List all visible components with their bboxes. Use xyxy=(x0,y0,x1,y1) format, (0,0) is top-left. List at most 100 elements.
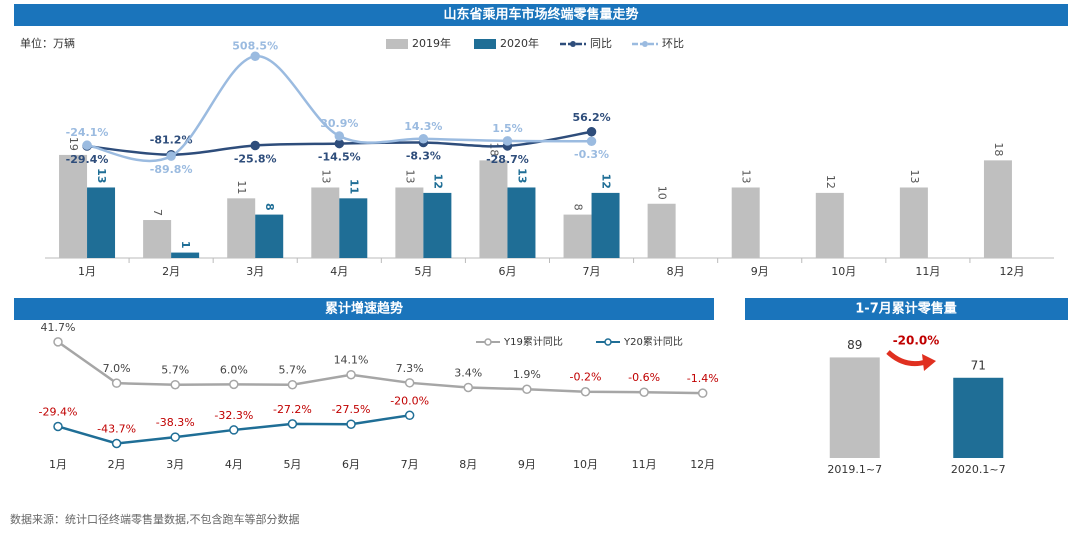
chart-title: 1-7月累计零售量 xyxy=(855,301,957,317)
legend-label: Y20累计同比 xyxy=(623,335,683,348)
data-label: -29.4% xyxy=(39,405,78,418)
marker xyxy=(287,379,298,390)
marker xyxy=(586,127,597,137)
data-label: 41.7% xyxy=(41,321,76,334)
x-tick-label: 4月 xyxy=(330,265,348,278)
data-label: 13 xyxy=(319,169,332,183)
x-tick-label: 2月 xyxy=(162,265,180,278)
data-label: -14.5% xyxy=(318,151,361,164)
x-tick-label: 9月 xyxy=(518,458,536,471)
data-label: 1 xyxy=(179,241,192,249)
data-label: -0.3% xyxy=(574,148,609,161)
data-label: -24.1% xyxy=(66,126,109,139)
data-label: -25.8% xyxy=(234,152,277,165)
annotation: -20.0% xyxy=(893,334,940,348)
arrow-head xyxy=(922,354,936,371)
bar xyxy=(731,187,760,258)
bar xyxy=(423,192,452,258)
marker xyxy=(346,419,356,429)
data-label: -20.0% xyxy=(390,394,429,407)
bar xyxy=(815,192,844,258)
bar xyxy=(87,187,116,258)
x-tick-label: 11月 xyxy=(915,265,940,278)
bar xyxy=(591,192,620,258)
marker xyxy=(346,369,356,380)
marker xyxy=(170,379,180,390)
data-label: -32.3% xyxy=(214,409,253,422)
marker xyxy=(463,382,474,393)
x-tick-label: 4月 xyxy=(225,458,243,471)
bar xyxy=(479,160,508,258)
data-label: 71 xyxy=(971,358,986,372)
marker xyxy=(82,140,92,150)
data-label: 1.5% xyxy=(492,122,523,135)
marker xyxy=(580,386,591,397)
legend-swatch xyxy=(570,41,576,47)
x-tick-label: 12月 xyxy=(999,265,1024,278)
bar xyxy=(171,252,200,258)
x-tick-label: 2019.1~7 xyxy=(827,463,882,476)
legend-label: Y19累计同比 xyxy=(503,335,563,348)
x-tick-label: 3月 xyxy=(246,265,264,278)
data-label: 7.0% xyxy=(103,362,131,375)
legend-label: 2019年 xyxy=(412,36,451,50)
marker xyxy=(53,421,63,432)
marker xyxy=(250,140,260,151)
header-bar xyxy=(14,298,714,320)
legend-label: 同比 xyxy=(590,37,612,50)
marker xyxy=(404,378,415,388)
x-tick-label: 5月 xyxy=(283,458,301,471)
data-label: 5.7% xyxy=(278,364,306,377)
x-tick-label: 1月 xyxy=(49,458,67,471)
data-label: 89 xyxy=(847,338,862,352)
marker xyxy=(170,432,180,442)
bar xyxy=(59,154,88,258)
data-label: -89.8% xyxy=(150,163,193,176)
data-label: 13 xyxy=(740,169,753,183)
marker xyxy=(229,425,239,435)
bar xyxy=(829,357,880,458)
bar xyxy=(339,198,368,258)
data-label: -29.4% xyxy=(66,153,109,166)
data-label: -38.3% xyxy=(156,416,195,429)
data-label: 10 xyxy=(656,186,669,200)
footer: 数据来源：统计口径终端零售量数据,不包含跑车等部分数据 xyxy=(10,512,300,526)
data-label: 19 xyxy=(67,137,80,151)
data-label: 1.9% xyxy=(513,368,541,381)
data-label: 12 xyxy=(824,175,837,189)
marker xyxy=(287,419,298,429)
marker xyxy=(250,51,260,62)
chart-title: 山东省乘用车市场终端零售量走势 xyxy=(443,7,638,23)
chart-title: 累计增速趋势 xyxy=(325,301,403,317)
marker xyxy=(166,151,176,161)
data-label: 7 xyxy=(151,209,164,216)
data-label: -27.5% xyxy=(332,403,371,416)
data-label: 3.4% xyxy=(454,366,482,379)
data-label: -8.3% xyxy=(406,150,441,163)
data-label: 11 xyxy=(235,180,248,194)
bar xyxy=(899,187,928,258)
data-label: 56.2% xyxy=(572,111,610,124)
header-bar xyxy=(745,298,1068,320)
x-tick-label: 1月 xyxy=(78,265,96,278)
data-label: 14.1% xyxy=(334,354,369,367)
data-label: 508.5% xyxy=(232,39,278,52)
x-tick-label: 11月 xyxy=(632,458,657,471)
data-label: -28.7% xyxy=(486,153,529,166)
marker xyxy=(334,138,345,149)
data-label: 11 xyxy=(347,179,360,194)
marker xyxy=(334,131,345,141)
data-label: -81.2% xyxy=(150,134,193,147)
bar xyxy=(953,377,1004,458)
data-label: 7.3% xyxy=(396,362,424,375)
legend-swatch xyxy=(484,338,492,346)
bar xyxy=(143,220,172,258)
bar xyxy=(227,198,256,258)
line xyxy=(57,340,703,395)
legend-label: 环比 xyxy=(662,37,684,50)
bar xyxy=(507,187,536,258)
bar xyxy=(255,214,284,258)
x-tick-label: 10月 xyxy=(573,458,598,471)
x-tick-label: 7月 xyxy=(401,458,419,471)
data-label: -43.7% xyxy=(97,423,136,436)
